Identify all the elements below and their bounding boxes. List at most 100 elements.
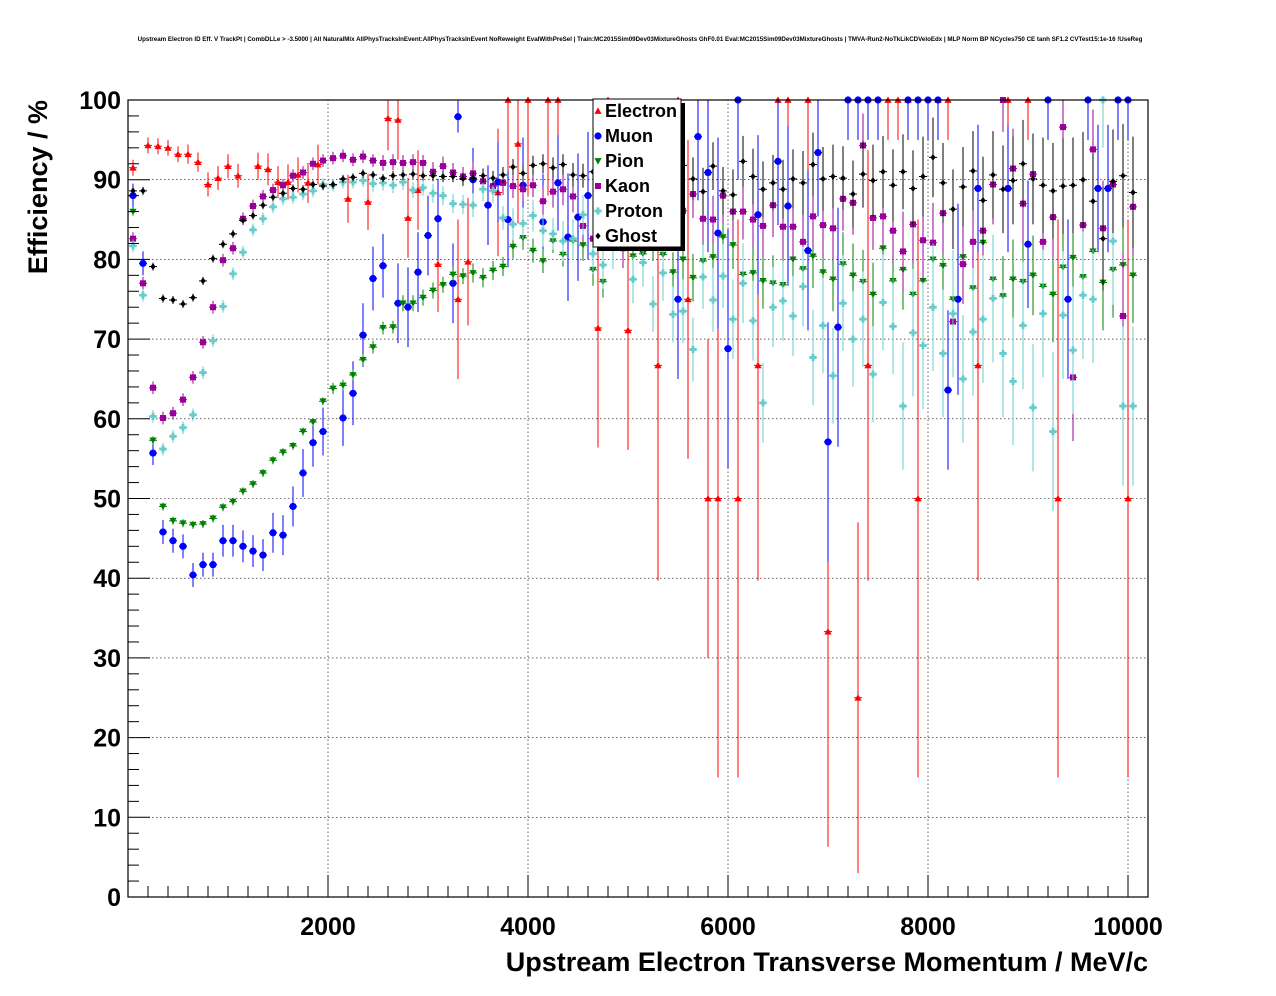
data-point (284, 178, 292, 185)
data-point (944, 386, 952, 394)
data-point (520, 169, 526, 177)
data-point (1064, 295, 1072, 303)
data-point (879, 245, 887, 252)
data-point (974, 184, 982, 193)
data-point (289, 193, 297, 201)
legend-marker-pion (594, 158, 602, 165)
data-point (720, 187, 726, 195)
data-point (419, 184, 427, 192)
data-point (740, 208, 746, 215)
data-point (980, 197, 986, 204)
data-point (780, 223, 786, 230)
data-point (189, 411, 197, 419)
data-point (624, 326, 632, 334)
data-point (144, 141, 152, 149)
data-point (404, 303, 412, 311)
data-point (594, 324, 602, 331)
data-point (750, 173, 756, 180)
data-point (489, 187, 497, 195)
data-point (579, 211, 587, 219)
data-point (989, 294, 997, 303)
data-point (199, 368, 207, 377)
data-point (339, 382, 347, 389)
data-point (759, 278, 767, 285)
data-point (479, 185, 487, 193)
data-point (289, 443, 297, 450)
data-point (454, 113, 462, 121)
data-point (390, 172, 396, 180)
data-point (969, 328, 977, 336)
data-point (659, 269, 667, 277)
data-point (364, 198, 372, 205)
data-point (1059, 311, 1067, 319)
data-point (819, 269, 827, 276)
data-point (530, 161, 536, 169)
data-point (399, 300, 407, 307)
data-point (1080, 176, 1086, 184)
data-point (210, 304, 216, 311)
data-point (1070, 181, 1076, 189)
data-point (940, 179, 946, 187)
data-point (1004, 184, 1012, 193)
data-point (719, 272, 727, 280)
data-point (584, 192, 592, 200)
data-point (760, 185, 766, 193)
data-point (269, 203, 277, 211)
data-point (1020, 160, 1026, 168)
data-point (370, 171, 376, 179)
data-point (699, 273, 707, 281)
data-point (370, 157, 376, 164)
data-point (469, 201, 477, 209)
data-point (350, 173, 356, 181)
data-point (890, 227, 896, 234)
data-point (189, 521, 197, 529)
data-point (704, 168, 712, 177)
data-point (389, 324, 397, 331)
data-point (749, 317, 757, 325)
data-point (340, 152, 346, 159)
data-point (259, 215, 267, 223)
data-point (889, 322, 897, 330)
data-point (454, 295, 462, 303)
data-point (530, 182, 536, 189)
legend-label-kaon: Kaon (605, 176, 650, 196)
legend-label-electron: Electron (605, 101, 677, 121)
data-point (870, 177, 876, 184)
data-point (369, 274, 377, 283)
data-point (279, 195, 287, 203)
data-point (710, 162, 716, 170)
data-point (460, 175, 466, 183)
data-point (409, 300, 417, 307)
data-point (230, 245, 236, 252)
data-point (824, 438, 832, 446)
data-point (939, 349, 947, 358)
data-point (1019, 321, 1027, 330)
data-point (999, 349, 1007, 358)
data-point (880, 168, 886, 176)
data-point (800, 238, 806, 245)
data-point (810, 213, 816, 220)
data-point (434, 260, 442, 268)
data-point (810, 161, 816, 168)
data-point (379, 262, 387, 270)
data-point (580, 172, 586, 180)
data-point (949, 309, 957, 318)
data-point (899, 402, 907, 410)
data-point (154, 142, 162, 150)
y-axis-label: Efficiency / % (23, 100, 53, 274)
data-point (150, 263, 156, 270)
data-point (479, 274, 487, 282)
data-point (469, 270, 477, 277)
data-point (410, 159, 416, 166)
data-point (774, 157, 782, 165)
data-point (939, 262, 947, 270)
data-point (164, 144, 172, 151)
data-point (740, 157, 746, 165)
data-point (229, 270, 237, 278)
data-point (510, 183, 516, 190)
legend-box (592, 98, 682, 248)
data-point (220, 240, 226, 248)
data-point (379, 325, 387, 332)
data-point (1009, 276, 1017, 283)
data-point (359, 331, 367, 339)
